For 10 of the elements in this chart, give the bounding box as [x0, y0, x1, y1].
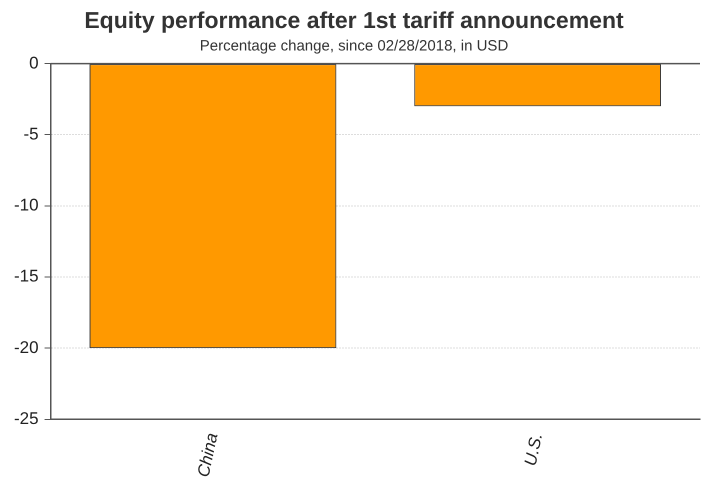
chart-subtitle: Percentage change, since 02/28/2018, in USD [200, 38, 508, 55]
y-tick-label: -5 [23, 124, 39, 144]
y-tick-label: -20 [14, 338, 39, 357]
y-tick-label: -10 [14, 196, 39, 215]
y-tick-label: -25 [14, 409, 39, 428]
x-tick-label: U.S. [520, 431, 546, 468]
chart-title: Equity performance after 1st tariff announcement [84, 7, 624, 34]
y-tick-label: -15 [14, 266, 39, 286]
y-tick-label: 0 [29, 53, 39, 72]
x-tick-label: China [194, 431, 222, 479]
